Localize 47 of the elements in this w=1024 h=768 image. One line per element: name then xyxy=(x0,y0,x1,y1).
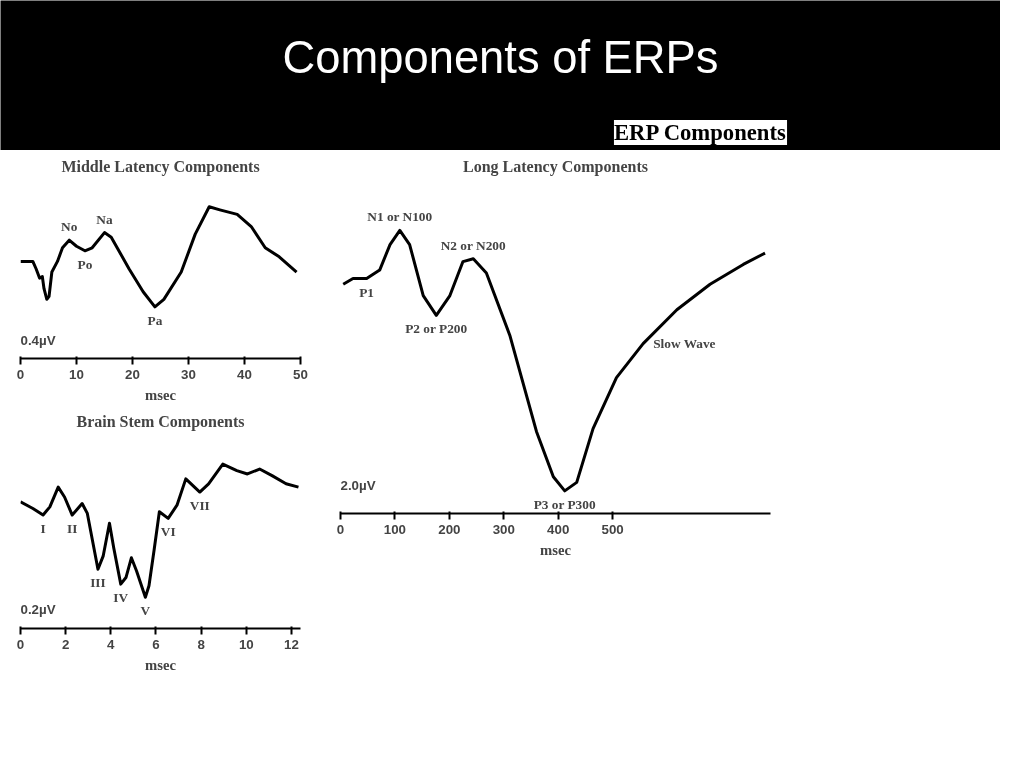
x-tick-label: 200 xyxy=(438,521,461,537)
annotation: Pa xyxy=(147,312,163,328)
x-tick-label: 10 xyxy=(69,366,84,382)
x-tick-label: 2 xyxy=(61,636,70,652)
x-tick-label: 30 xyxy=(181,366,196,382)
x-tick-label: 0 xyxy=(336,521,345,537)
annotation: P3 or P300 xyxy=(533,496,596,512)
chart-title: Brain Stem Components xyxy=(76,412,245,431)
x-tick-label: 0 xyxy=(16,636,25,652)
annotation: VI xyxy=(160,524,176,540)
x-tick-label: 400 xyxy=(547,521,570,537)
annotation: I xyxy=(40,521,46,537)
annotation: IV xyxy=(113,590,129,606)
annotation: V xyxy=(140,603,151,619)
annotation: 0.2µV xyxy=(20,601,56,617)
annotation: III xyxy=(90,575,106,591)
x-tick-label: 50 xyxy=(293,366,308,382)
x-axis-title: msec xyxy=(540,541,572,558)
x-tick-label: 6 xyxy=(152,636,160,652)
x-axis-title: msec xyxy=(145,386,177,403)
annotation: N1 or N100 xyxy=(367,209,433,225)
text: ERP Components xyxy=(613,120,786,145)
x-tick-label: 100 xyxy=(383,521,407,537)
annotation: 0.4µV xyxy=(20,332,56,348)
x-tick-label: 500 xyxy=(601,521,624,537)
annotation: II xyxy=(67,521,78,537)
annotation: 2.0µV xyxy=(340,478,376,494)
annotation: P2 or P200 xyxy=(405,321,468,337)
x-tick-label: 300 xyxy=(492,521,515,537)
x-tick-label: 20 xyxy=(125,366,140,382)
annotation: No xyxy=(61,219,78,235)
annotation: Na xyxy=(96,211,113,227)
annotation: P1 xyxy=(359,284,375,300)
annotation: VII xyxy=(189,498,210,514)
chart-title: Middle Latency Components xyxy=(61,157,260,176)
x-tick-label: 40 xyxy=(237,366,252,382)
x-tick-label: 0 xyxy=(16,366,25,382)
x-tick-label: 10 xyxy=(238,636,254,652)
annotation: Slow Wave xyxy=(653,336,716,352)
text: Components of ERPs xyxy=(282,32,719,83)
x-tick-label: 8 xyxy=(197,636,205,652)
annotation: N2 or N200 xyxy=(440,237,506,253)
chart-title: Long Latency Components xyxy=(463,157,648,176)
annotation: Po xyxy=(77,256,93,272)
x-tick-label: 4 xyxy=(107,636,116,652)
x-axis-title: msec xyxy=(145,656,177,673)
x-tick-label: 12 xyxy=(284,636,299,652)
